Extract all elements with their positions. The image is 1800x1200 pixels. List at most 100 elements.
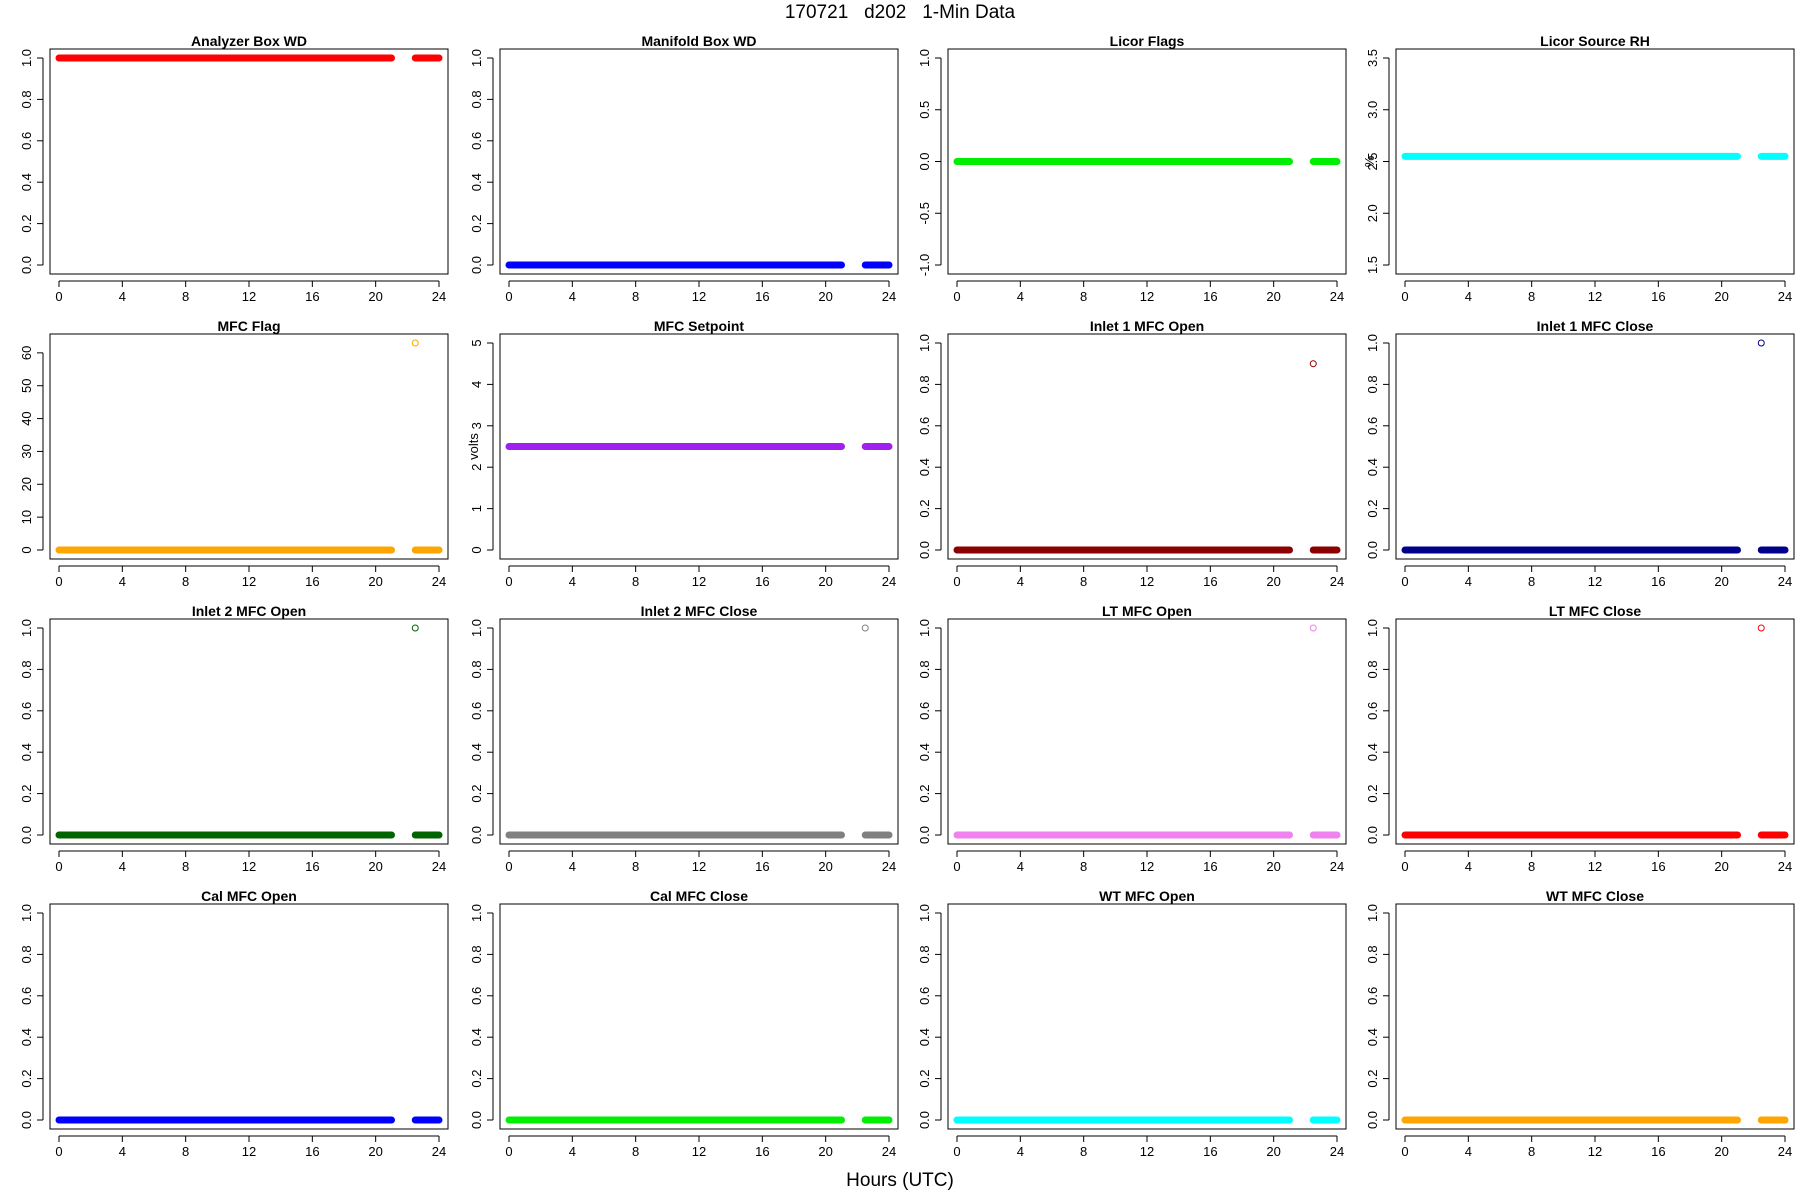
y-tick-label: 0.4 (917, 458, 932, 476)
panel-title: Analyzer Box WD (191, 33, 307, 49)
x-tick-label: 8 (632, 574, 639, 589)
x-tick-label: 0 (953, 1144, 960, 1159)
y-tick-label: 0.8 (19, 945, 34, 963)
x-tick-label: 20 (1714, 1144, 1728, 1159)
x-tick-label: 4 (119, 859, 126, 874)
x-tick-label: 24 (432, 1144, 446, 1159)
y-tick-label: 3.0 (1365, 101, 1380, 119)
y-tick-label: 0.8 (917, 945, 932, 963)
x-tick-label: 4 (569, 289, 576, 304)
x-tick-label: 24 (882, 1144, 896, 1159)
x-tick-label: 8 (1080, 1144, 1087, 1159)
y-tick-label: 0.0 (917, 1111, 932, 1129)
x-tick-label: 4 (1465, 859, 1472, 874)
y-tick-label: 1.0 (917, 49, 932, 67)
y-tick-label: 1.0 (19, 619, 34, 637)
y-tick-label: 1.0 (469, 49, 484, 67)
y-tick-label: -1.0 (917, 254, 932, 276)
x-tick-label: 0 (505, 859, 512, 874)
y-tick-label: 0.4 (19, 173, 34, 191)
panel-frame (947, 48, 1347, 275)
panel-title: MFC Setpoint (654, 318, 745, 334)
y-tick-label: 40 (19, 411, 34, 425)
x-tick-label: 24 (1778, 574, 1792, 589)
x-tick-label: 20 (1714, 859, 1728, 874)
x-tick-label: 0 (953, 859, 960, 874)
y-tick-label: 0.8 (469, 945, 484, 963)
x-tick-label: 20 (1266, 289, 1280, 304)
x-tick-label: 12 (1588, 574, 1602, 589)
panel-1: Analyzer Box WD 0 4 8 12 16 20 24 0.0 0.2 0.4 0.6 0.… (19, 33, 449, 304)
panel-frame (499, 48, 899, 275)
x-tick-label: 20 (818, 289, 832, 304)
x-tick-label: 4 (1017, 289, 1024, 304)
x-tick-label: 8 (182, 1144, 189, 1159)
x-tick-label: 16 (305, 1144, 319, 1159)
x-tick-label: 24 (882, 574, 896, 589)
y-tick-label: 0.2 (917, 500, 932, 518)
x-tick-label: 24 (1330, 289, 1344, 304)
data-point (411, 339, 419, 347)
panel-frame (499, 333, 899, 560)
y-tick-label: 1.0 (917, 619, 932, 637)
y-tick-label: 0.8 (19, 90, 34, 108)
y-tick-label: 3 (469, 422, 484, 429)
x-tick-label: 16 (755, 1144, 769, 1159)
panel-title: Licor Source RH (1540, 33, 1650, 49)
y-tick-label: 2 (469, 464, 484, 471)
y-axis-label: volts (466, 433, 481, 460)
panel-frame (1395, 903, 1795, 1130)
y-tick-label: 30 (19, 444, 34, 458)
y-tick-label: 0.8 (1365, 375, 1380, 393)
panel-title: Licor Flags (1110, 33, 1185, 49)
x-tick-label: 8 (632, 1144, 639, 1159)
y-tick-label: 0.4 (917, 1028, 932, 1046)
panel-frame (499, 903, 899, 1130)
panel-title: LT MFC Open (1102, 603, 1192, 619)
y-tick-label: 0.8 (19, 660, 34, 678)
x-tick-label: 12 (692, 1144, 706, 1159)
x-tick-label: 4 (1465, 574, 1472, 589)
panel-14: Cal MFC Close 0 4 8 12 16 20 24 0.0 0.2 0.4 0.6 0.8 1… (469, 888, 899, 1159)
data-point (1309, 624, 1317, 632)
y-tick-label: 0.0 (917, 152, 932, 170)
y-tick-label: 10 (19, 510, 34, 524)
y-tick-label: 0.0 (917, 826, 932, 844)
x-tick-label: 8 (1080, 574, 1087, 589)
y-tick-label: 0.4 (917, 743, 932, 761)
x-tick-label: 4 (1465, 1144, 1472, 1159)
x-tick-label: 12 (242, 574, 256, 589)
panel-3: Licor Flags 0 4 8 12 16 20 24 -1.0 -0.5 0.0 0.5 1.0 (917, 33, 1347, 304)
y-tick-label: 0.4 (19, 1028, 34, 1046)
x-tick-label: 4 (1017, 574, 1024, 589)
y-tick-label: 0.0 (469, 1111, 484, 1129)
y-axis-label: % (1362, 155, 1377, 167)
y-tick-label: 0.8 (1365, 660, 1380, 678)
y-tick-label: 1.0 (1365, 334, 1380, 352)
y-tick-label: 0.0 (19, 826, 34, 844)
x-tick-label: 4 (119, 574, 126, 589)
y-tick-label: 0.0 (19, 256, 34, 274)
x-tick-label: 4 (569, 574, 576, 589)
x-tick-label: 0 (1401, 574, 1408, 589)
x-tick-label: 24 (882, 289, 896, 304)
y-tick-label: 0.8 (917, 375, 932, 393)
x-tick-label: 20 (1714, 289, 1728, 304)
x-tick-label: 0 (505, 1144, 512, 1159)
x-tick-label: 20 (1714, 574, 1728, 589)
panel-frame (49, 618, 449, 845)
y-tick-label: 0.6 (469, 132, 484, 150)
x-tick-label: 24 (1778, 859, 1792, 874)
y-tick-label: 0.4 (1365, 743, 1380, 761)
x-tick-label: 20 (368, 859, 382, 874)
x-tick-label: 16 (1651, 574, 1665, 589)
panel-frame (499, 618, 899, 845)
y-tick-label: 0.0 (917, 541, 932, 559)
panel-16: WT MFC Close 0 4 8 12 16 20 24 0.0 0.2 0.4 0.6 0.8 1.… (1365, 888, 1795, 1159)
panel-title: Inlet 1 MFC Open (1090, 318, 1204, 334)
panel-7: Inlet 1 MFC Open 0 4 8 12 16 20 24 0.0 0.2 0.4 0.6 0… (917, 318, 1347, 589)
y-tick-label: 0.6 (917, 702, 932, 720)
x-tick-label: 8 (1528, 289, 1535, 304)
x-tick-label: 16 (305, 859, 319, 874)
